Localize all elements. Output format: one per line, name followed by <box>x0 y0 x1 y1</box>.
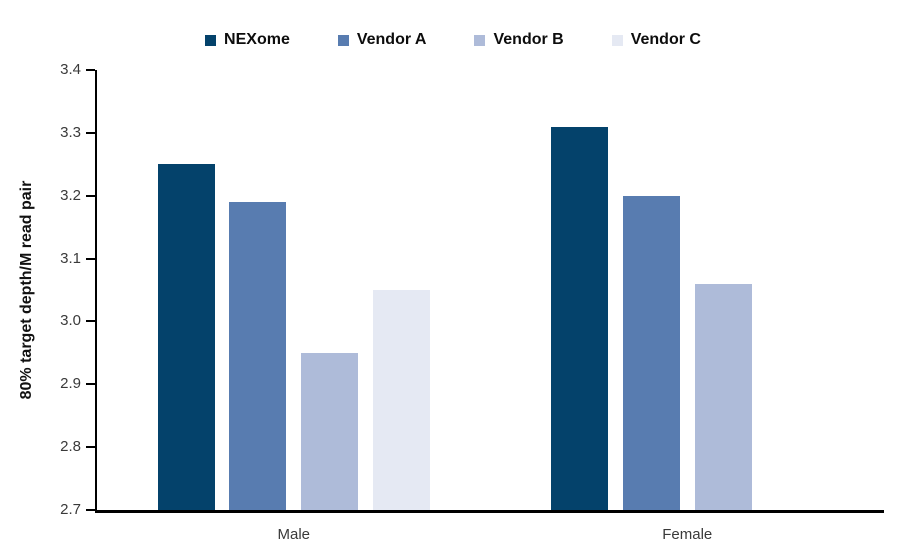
y-axis-tick <box>86 320 95 323</box>
legend: NEXome Vendor A Vendor B Vendor C <box>0 32 906 48</box>
y-axis-tick-label: 2.9 <box>60 375 81 393</box>
y-axis-tick <box>86 194 95 197</box>
y-axis-tick <box>86 446 95 449</box>
x-axis-label-male: Male <box>277 526 310 543</box>
y-axis-tick <box>86 69 95 71</box>
legend-item-label: Vendor C <box>630 31 701 48</box>
x-axis-label-female: Female <box>662 526 713 543</box>
legend-item-label: Vendor A <box>356 31 427 48</box>
y-axis-tick <box>86 509 95 511</box>
y-axis-tick-label: 2.7 <box>60 501 81 518</box>
y-axis-tick-label: 3.0 <box>60 312 81 330</box>
bar-nexome-male <box>157 164 215 510</box>
y-axis-tick-label: 3.3 <box>60 123 81 141</box>
legend-swatch-icon <box>205 34 217 46</box>
bar-vendor-b-female <box>694 283 752 510</box>
bar-vendor-a-female <box>622 195 680 510</box>
bar-vendor-b-male <box>301 352 359 510</box>
legend-swatch-icon <box>474 34 486 46</box>
legend-item-vendor-b: Vendor B <box>474 31 564 48</box>
y-axis-tick-label: 3.2 <box>60 186 81 204</box>
y-axis-title: 80% target depth/M read pair <box>18 180 35 400</box>
legend-item-vendor-a: Vendor A <box>337 31 427 48</box>
legend-item-label: NEXome <box>224 31 290 48</box>
y-axis-tick <box>86 257 95 260</box>
y-axis-tick <box>86 131 95 134</box>
legend-item-nexome: NEXome <box>205 32 290 48</box>
y-axis-tick-label: 3.4 <box>60 61 81 78</box>
bar-vendor-a-male <box>229 202 287 510</box>
legend-swatch-icon <box>611 34 623 46</box>
legend-item-vendor-c: Vendor C <box>611 31 701 48</box>
bar-nexome-female <box>551 126 609 510</box>
y-axis-tick-label: 2.8 <box>60 438 81 456</box>
legend-swatch-icon <box>337 34 349 46</box>
y-axis-tick-label: 3.1 <box>60 249 81 267</box>
plot-area: 2.7 2.8 2.9 3.0 3.1 3.2 3.3 3.4 Male Female <box>60 61 884 543</box>
bar-vendor-c-male <box>372 290 430 510</box>
legend-item-label: Vendor B <box>493 31 564 48</box>
y-axis-tick <box>86 383 95 386</box>
